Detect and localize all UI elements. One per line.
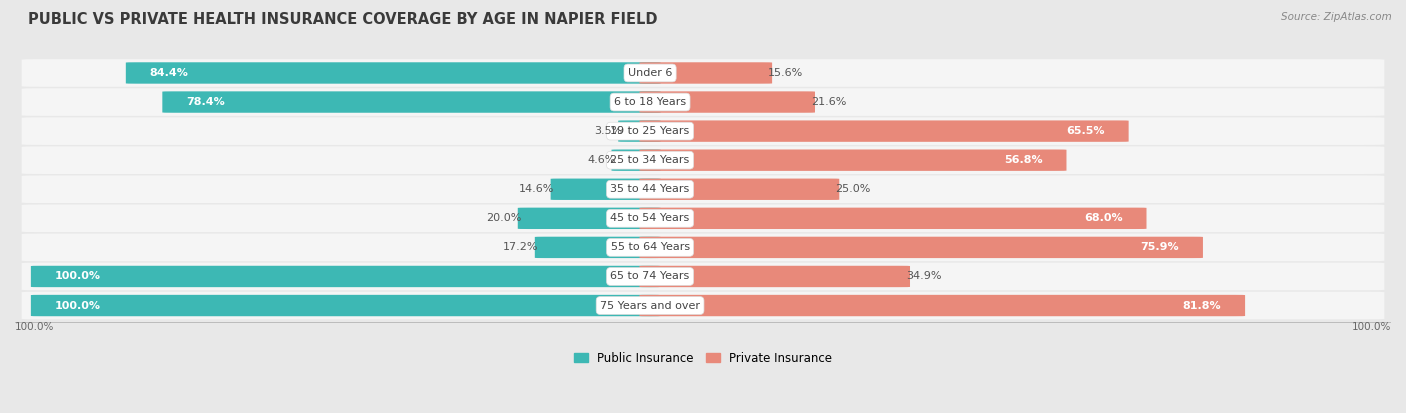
Text: 68.0%: 68.0% bbox=[1084, 214, 1122, 223]
FancyBboxPatch shape bbox=[21, 263, 1385, 290]
FancyBboxPatch shape bbox=[612, 150, 661, 171]
Text: 75.9%: 75.9% bbox=[1140, 242, 1180, 252]
FancyBboxPatch shape bbox=[551, 178, 661, 200]
FancyBboxPatch shape bbox=[21, 292, 1385, 319]
FancyBboxPatch shape bbox=[640, 62, 772, 84]
FancyBboxPatch shape bbox=[619, 121, 661, 142]
Text: Under 6: Under 6 bbox=[628, 68, 672, 78]
FancyBboxPatch shape bbox=[21, 88, 1385, 116]
FancyBboxPatch shape bbox=[640, 208, 1146, 229]
FancyBboxPatch shape bbox=[162, 91, 661, 113]
Text: 75 Years and over: 75 Years and over bbox=[600, 301, 700, 311]
Text: 4.6%: 4.6% bbox=[588, 155, 616, 165]
Text: 3.5%: 3.5% bbox=[593, 126, 623, 136]
FancyBboxPatch shape bbox=[640, 178, 839, 200]
Text: 100.0%: 100.0% bbox=[15, 322, 55, 332]
FancyBboxPatch shape bbox=[534, 237, 661, 258]
FancyBboxPatch shape bbox=[21, 59, 1385, 87]
Text: 65.5%: 65.5% bbox=[1066, 126, 1105, 136]
Text: 14.6%: 14.6% bbox=[519, 184, 554, 194]
Text: 6 to 18 Years: 6 to 18 Years bbox=[614, 97, 686, 107]
Text: Source: ZipAtlas.com: Source: ZipAtlas.com bbox=[1281, 12, 1392, 22]
Text: 20.0%: 20.0% bbox=[486, 214, 522, 223]
Text: 19 to 25 Years: 19 to 25 Years bbox=[610, 126, 690, 136]
FancyBboxPatch shape bbox=[517, 208, 661, 229]
Text: 55 to 64 Years: 55 to 64 Years bbox=[610, 242, 689, 252]
Text: 100.0%: 100.0% bbox=[55, 271, 101, 282]
Text: 100.0%: 100.0% bbox=[1351, 322, 1391, 332]
Text: 25.0%: 25.0% bbox=[835, 184, 870, 194]
FancyBboxPatch shape bbox=[21, 234, 1385, 261]
Text: 15.6%: 15.6% bbox=[768, 68, 803, 78]
Text: 100.0%: 100.0% bbox=[55, 301, 101, 311]
Text: 35 to 44 Years: 35 to 44 Years bbox=[610, 184, 690, 194]
FancyBboxPatch shape bbox=[640, 91, 815, 113]
Text: 81.8%: 81.8% bbox=[1182, 301, 1222, 311]
Text: 21.6%: 21.6% bbox=[811, 97, 846, 107]
FancyBboxPatch shape bbox=[21, 146, 1385, 174]
FancyBboxPatch shape bbox=[21, 176, 1385, 203]
Text: 78.4%: 78.4% bbox=[186, 97, 225, 107]
Text: 45 to 54 Years: 45 to 54 Years bbox=[610, 214, 690, 223]
Text: 65 to 74 Years: 65 to 74 Years bbox=[610, 271, 690, 282]
FancyBboxPatch shape bbox=[125, 62, 661, 84]
FancyBboxPatch shape bbox=[31, 266, 661, 287]
FancyBboxPatch shape bbox=[640, 266, 910, 287]
Text: 17.2%: 17.2% bbox=[503, 242, 538, 252]
FancyBboxPatch shape bbox=[31, 295, 661, 316]
FancyBboxPatch shape bbox=[640, 237, 1204, 258]
Text: PUBLIC VS PRIVATE HEALTH INSURANCE COVERAGE BY AGE IN NAPIER FIELD: PUBLIC VS PRIVATE HEALTH INSURANCE COVER… bbox=[28, 12, 658, 27]
FancyBboxPatch shape bbox=[640, 150, 1067, 171]
FancyBboxPatch shape bbox=[21, 117, 1385, 145]
FancyBboxPatch shape bbox=[21, 204, 1385, 232]
Text: 56.8%: 56.8% bbox=[1004, 155, 1043, 165]
Text: 34.9%: 34.9% bbox=[905, 271, 942, 282]
FancyBboxPatch shape bbox=[640, 121, 1129, 142]
Text: 25 to 34 Years: 25 to 34 Years bbox=[610, 155, 690, 165]
Text: 84.4%: 84.4% bbox=[149, 68, 188, 78]
Legend: Public Insurance, Private Insurance: Public Insurance, Private Insurance bbox=[569, 347, 837, 369]
FancyBboxPatch shape bbox=[640, 295, 1246, 316]
